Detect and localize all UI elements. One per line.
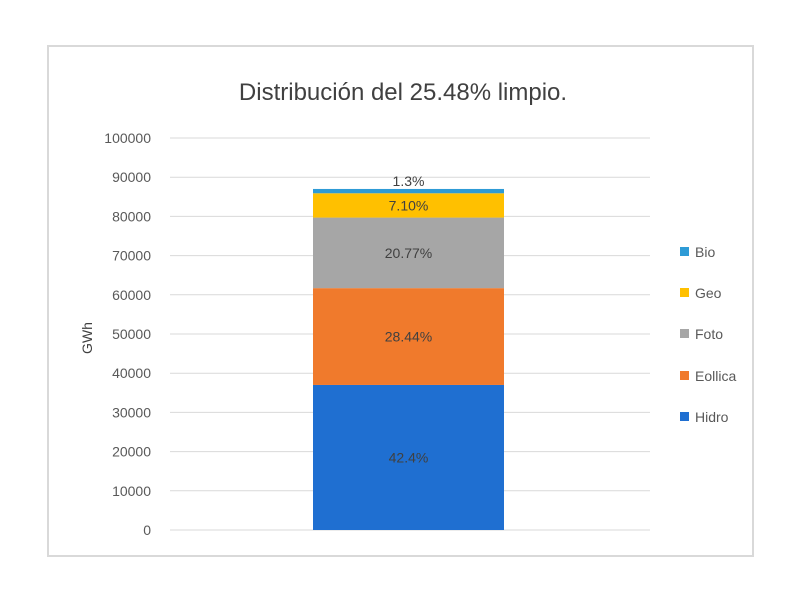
y-tick-label: 20000 bbox=[112, 444, 151, 460]
legend-label-bio: Bio bbox=[695, 244, 715, 260]
data-label-hidro: 42.4% bbox=[389, 449, 429, 465]
bar-segment-bio bbox=[313, 188, 504, 194]
bar-segment-geo bbox=[313, 193, 504, 218]
legend-swatch-eollica bbox=[680, 371, 689, 380]
legend-swatch-geo bbox=[680, 288, 689, 297]
legend-label-hidro: Hidro bbox=[695, 409, 729, 425]
y-tick-label: 0 bbox=[143, 522, 151, 538]
y-tick-label: 70000 bbox=[112, 248, 151, 264]
data-label-eollica: 28.44% bbox=[385, 329, 432, 345]
legend-label-eollica: Eollica bbox=[695, 368, 736, 384]
legend-swatch-hidro bbox=[680, 412, 689, 421]
data-label-geo: 7.10% bbox=[389, 197, 429, 213]
legend-swatch-foto bbox=[680, 329, 689, 338]
legend-swatch-bio bbox=[680, 247, 689, 256]
data-label-foto: 20.77% bbox=[385, 245, 432, 261]
y-tick-label: 80000 bbox=[112, 208, 151, 224]
y-tick-label: 100000 bbox=[104, 130, 151, 146]
legend: Hidro Eollica Foto Geo Bio bbox=[680, 244, 736, 425]
y-tick-label: 10000 bbox=[112, 483, 151, 499]
legend-label-geo: Geo bbox=[695, 285, 722, 301]
bar-segments bbox=[313, 188, 504, 530]
bar-segment-foto bbox=[313, 217, 504, 289]
bar-data-labels: 42.4% 28.44% 20.77% 7.10% 1.3% bbox=[385, 173, 432, 466]
y-tick-labels: 0 10000 20000 30000 40000 50000 60000 70000 8000… bbox=[104, 130, 151, 538]
legend-label-foto: Foto bbox=[695, 326, 723, 342]
y-axis-label: GWh bbox=[79, 322, 95, 354]
y-tick-label: 30000 bbox=[112, 404, 151, 420]
y-tick-label: 60000 bbox=[112, 287, 151, 303]
y-tick-label: 50000 bbox=[112, 326, 151, 342]
y-tick-label: 40000 bbox=[112, 365, 151, 381]
data-label-bio: 1.3% bbox=[393, 173, 425, 189]
bar-segment-hidro bbox=[313, 384, 504, 530]
bar-segment-eollica bbox=[313, 288, 504, 385]
chart-title: Distribución del 25.48% limpio. bbox=[239, 79, 567, 106]
y-tick-label: 90000 bbox=[112, 169, 151, 185]
